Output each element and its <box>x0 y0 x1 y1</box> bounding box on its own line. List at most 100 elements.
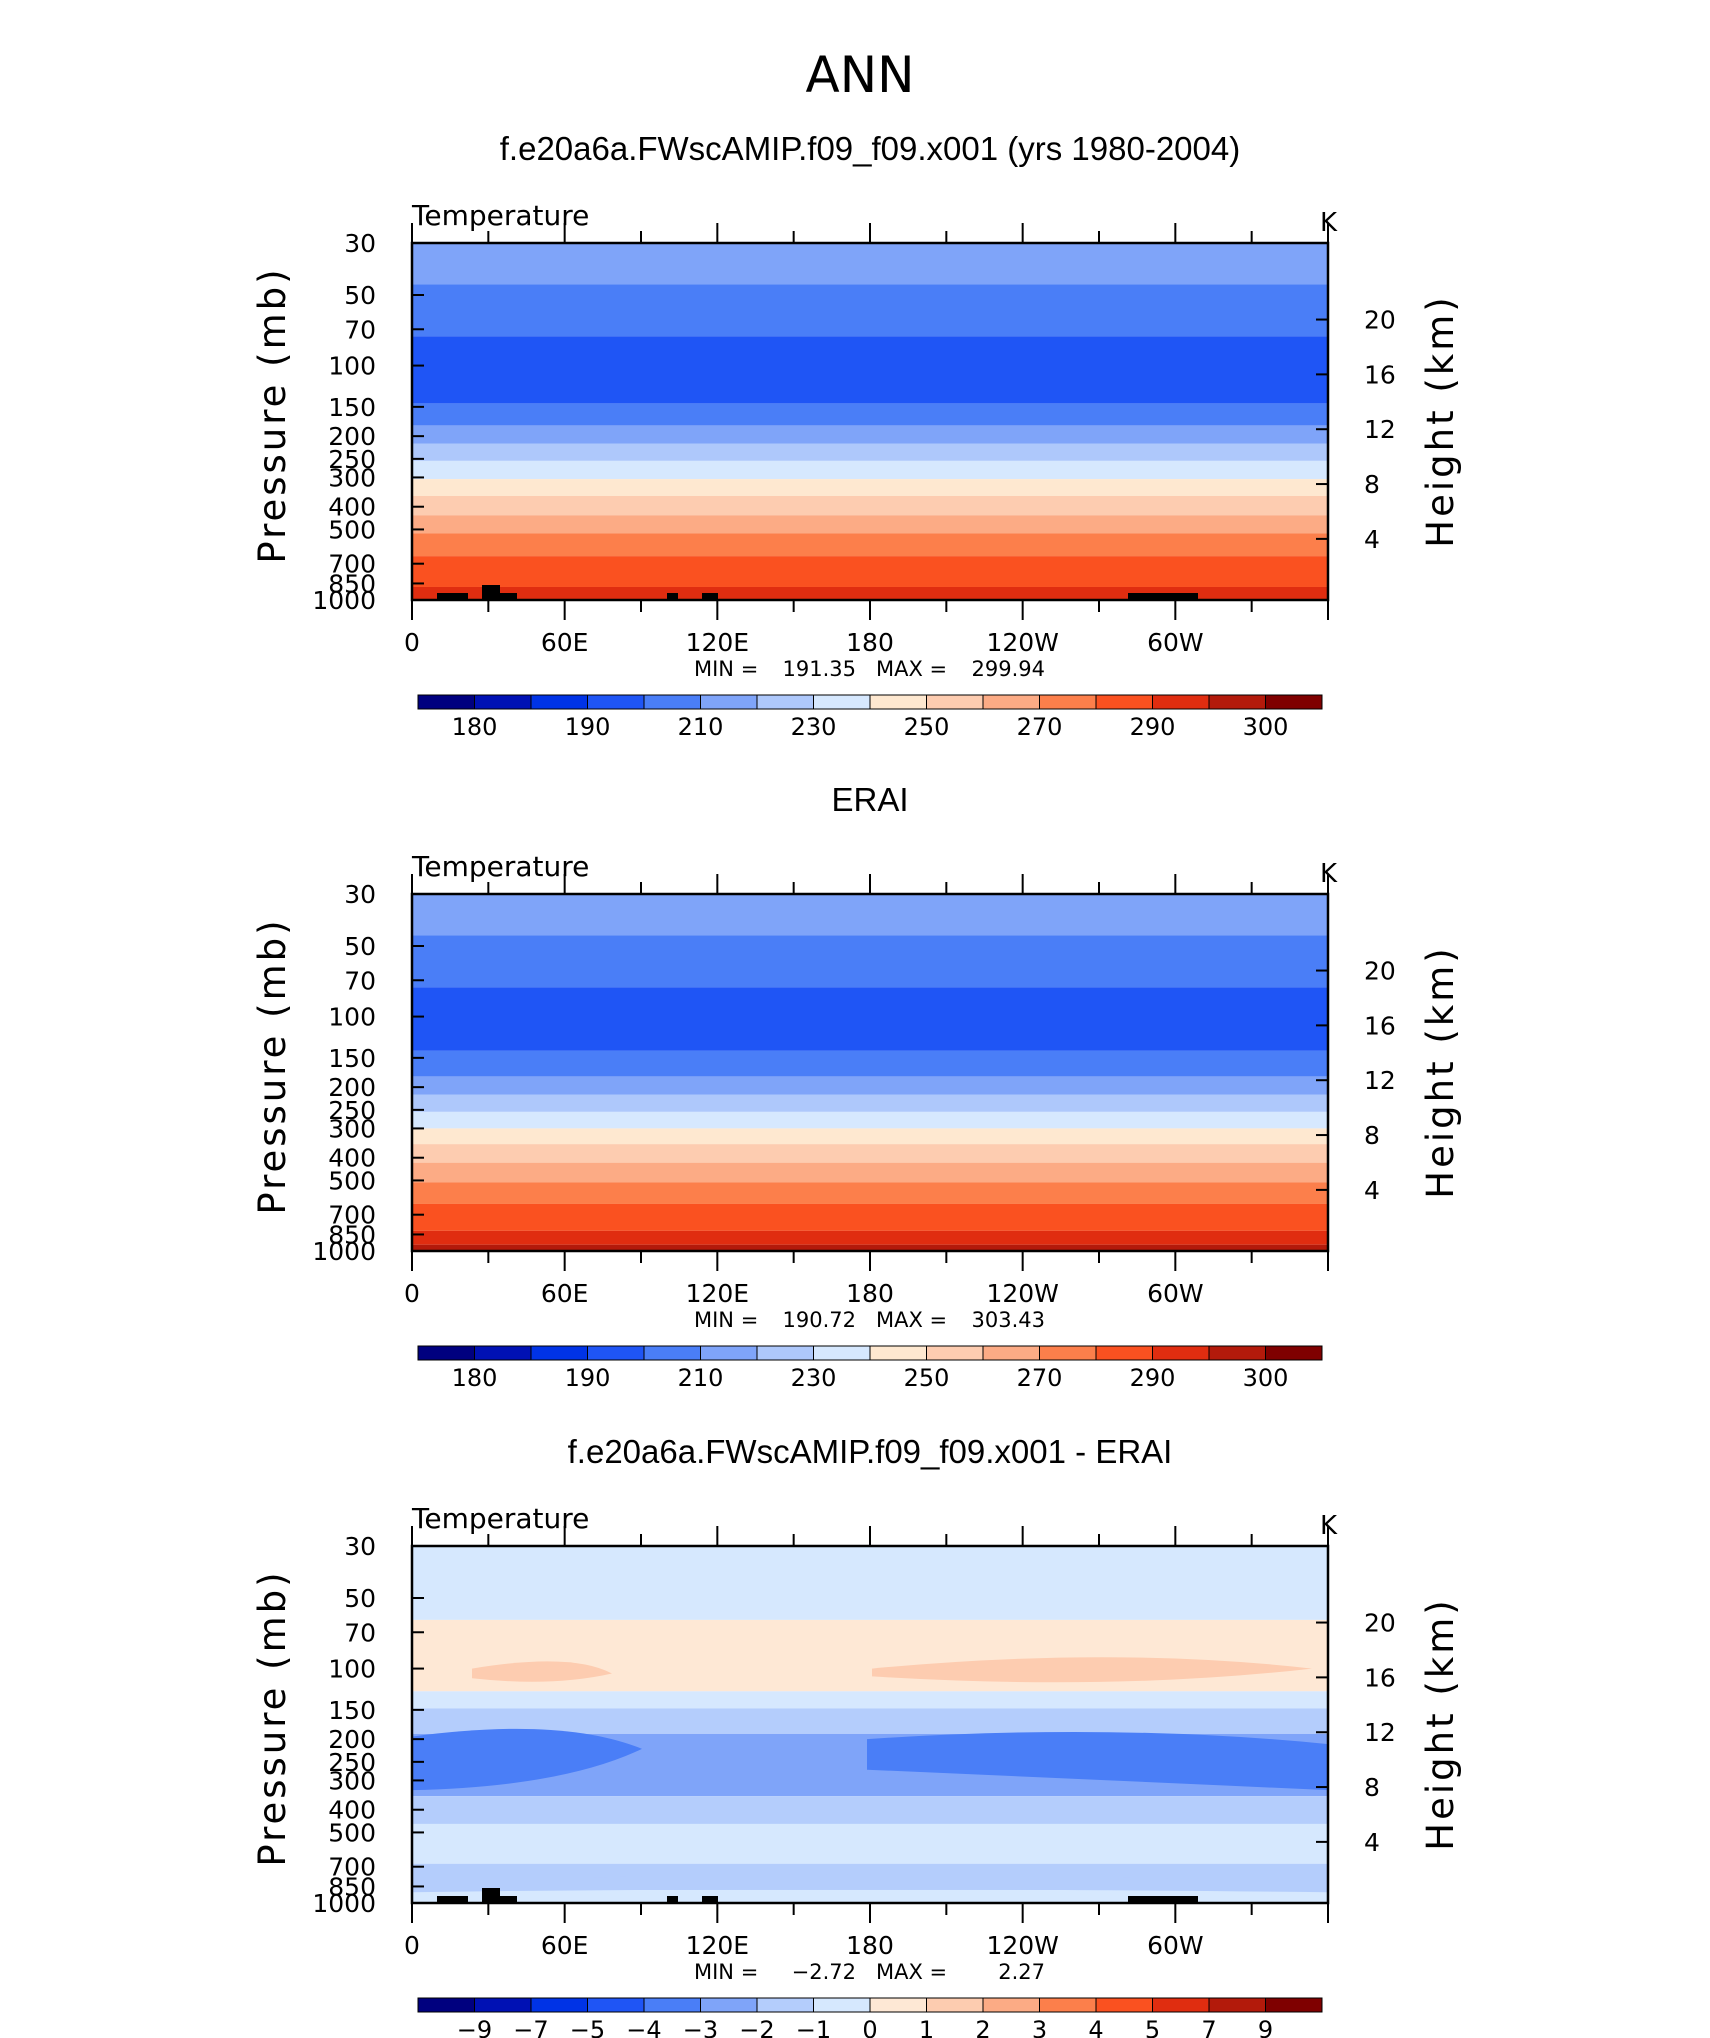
pressure-tick-label: 200 <box>328 1073 376 1102</box>
contour-band <box>412 987 1328 1051</box>
variable-label: Temperature <box>411 199 589 232</box>
colorbar-swatch <box>643 1345 701 1361</box>
contour-band <box>412 556 1328 587</box>
colorbar: −9 −7 −5 −4 −3 −2 −1 0 1 2 3 4 5 7 9 <box>417 1997 1323 2038</box>
variable-label: Temperature <box>411 850 589 883</box>
terrain-mask <box>667 593 678 600</box>
x-tick-label: 60E <box>541 1279 589 1308</box>
max-label: MAX = <box>876 657 947 681</box>
max-value: 303.43 <box>972 1308 1045 1332</box>
pressure-tick-label: 300 <box>328 1766 376 1795</box>
min-value: −2.72 <box>792 1960 856 1984</box>
contour-band <box>412 894 1328 936</box>
pressure-tick-label: 1000 <box>312 586 376 615</box>
colorbar-swatch <box>1039 694 1097 710</box>
terrain-mask <box>702 593 718 600</box>
colorbar-swatch <box>417 1997 475 2013</box>
height-tick-label: 8 <box>1364 1121 1380 1150</box>
colorbar-label: 210 <box>678 713 724 741</box>
colorbar-swatch <box>926 694 984 710</box>
pressure-tick-label: 150 <box>328 393 376 422</box>
colorbar-swatch <box>756 1997 814 2013</box>
min-label: MIN = <box>694 1308 758 1332</box>
pressure-tick-label: 500 <box>328 1818 376 1847</box>
colorbar-swatch <box>869 694 927 710</box>
colorbar: 180 190 210 230 250 270 290 300 <box>417 694 1323 741</box>
x-tick-label: 120E <box>686 1279 750 1308</box>
colorbar-swatch <box>926 1345 984 1361</box>
colorbar-label: 180 <box>452 1364 498 1392</box>
ylabel: Pressure (mb) <box>251 1569 294 1866</box>
terrain-mask <box>437 1896 468 1903</box>
ylabel-right: Height (km) <box>1419 945 1462 1198</box>
cool-anomaly-east <box>867 1731 1328 1791</box>
ylabel-right: Height (km) <box>1419 294 1462 547</box>
colorbar-swatch <box>756 1345 814 1361</box>
max-label: MAX = <box>876 1308 947 1332</box>
contour-band <box>412 1094 1328 1112</box>
contour-band <box>412 425 1328 444</box>
colorbar-swatch <box>474 1345 532 1361</box>
colorbar-label: 5 <box>1145 2016 1160 2038</box>
colorbar-label: 290 <box>1130 713 1176 741</box>
colorbar-label: 250 <box>904 713 950 741</box>
min-value: 190.72 <box>783 1308 856 1332</box>
ylabel: Pressure (mb) <box>251 266 294 563</box>
pressure-tick-label: 1000 <box>312 1237 376 1266</box>
max-value: 299.94 <box>972 657 1045 681</box>
pressure-tick-label: 700 <box>328 1853 376 1882</box>
colorbar-label: 210 <box>678 1364 724 1392</box>
colorbar-label: 7 <box>1201 2016 1216 2038</box>
contour-band <box>412 515 1328 534</box>
contour-band <box>412 586 1328 600</box>
pressure-tick-label: 500 <box>328 515 376 544</box>
pressure-tick-label: 30 <box>344 880 376 909</box>
pressure-tick-label: 400 <box>328 1144 376 1173</box>
colorbar-label: −7 <box>513 2016 548 2038</box>
x-tick-label: 60E <box>541 628 589 657</box>
x-tick-label: 120W <box>986 1931 1058 1960</box>
pressure-tick-label: 150 <box>328 1044 376 1073</box>
height-tick-label: 4 <box>1364 1176 1380 1205</box>
contour-band <box>412 1128 1328 1145</box>
colorbar-swatch <box>926 1997 984 2013</box>
contour-band <box>412 1144 1328 1163</box>
colorbar-label: 9 <box>1258 2016 1273 2038</box>
colorbar-label: 2 <box>975 2016 990 2038</box>
x-tick-label: 60E <box>541 1931 589 1960</box>
contour-band <box>412 1076 1328 1095</box>
figure-title: ANN <box>805 46 914 104</box>
colorbar-swatch <box>982 1345 1040 1361</box>
colorbar-swatch <box>813 1997 871 2013</box>
contour-band <box>412 1050 1328 1077</box>
colorbar-swatch <box>982 1997 1040 2013</box>
pressure-tick-label: 50 <box>344 281 376 310</box>
height-tick-label: 4 <box>1364 1828 1380 1857</box>
terrain-mask <box>1128 593 1198 600</box>
height-tick-label: 20 <box>1364 957 1396 986</box>
terrain-mask <box>482 585 500 600</box>
contour-band <box>412 479 1328 496</box>
pressure-tick-label: 850 <box>328 569 376 598</box>
warm-anomaly-east <box>872 1657 1312 1683</box>
colorbar-swatch <box>530 1997 588 2013</box>
contour-band <box>412 1889 1328 1903</box>
colorbar-swatch <box>587 1997 645 2013</box>
colorbar-swatch <box>756 694 814 710</box>
colorbar-swatch <box>1152 1997 1210 2013</box>
pressure-tick-label: 850 <box>328 1220 376 1249</box>
contour-band <box>412 460 1328 480</box>
x-tick-label: 0 <box>404 1279 420 1308</box>
colorbar-label: −1 <box>796 2016 831 2038</box>
pressure-tick-label: 400 <box>328 1796 376 1825</box>
min-label: MIN = <box>694 1960 758 1984</box>
height-tick-label: 16 <box>1364 1011 1396 1040</box>
height-tick-label: 16 <box>1364 1663 1396 1692</box>
contour-band <box>412 1203 1328 1231</box>
terrain-mask <box>482 1888 500 1903</box>
min-label: MIN = <box>694 657 758 681</box>
colorbar-swatch <box>643 1997 701 2013</box>
contour-band <box>412 284 1328 337</box>
x-tick-label: 180 <box>846 1931 894 1960</box>
colorbar-label: −3 <box>683 2016 718 2038</box>
